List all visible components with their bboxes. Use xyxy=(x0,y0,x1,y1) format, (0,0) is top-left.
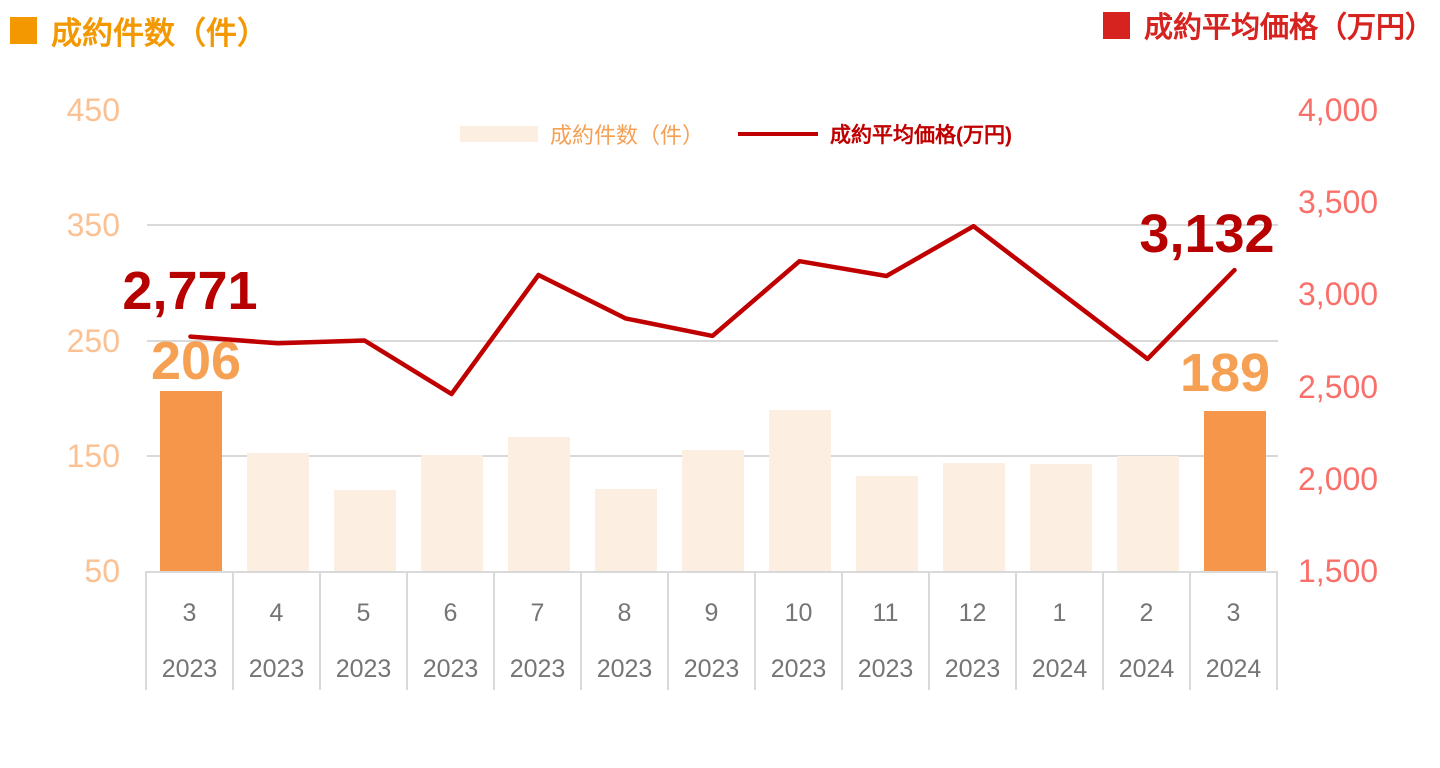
bar-9-2023 xyxy=(681,449,744,571)
right-axis-title: 成約平均価格（万円） xyxy=(1102,4,1434,46)
red-square-icon xyxy=(1102,11,1130,39)
x-axis-month-label: 12 xyxy=(958,599,987,627)
x-axis-cell: 10 2023 xyxy=(754,573,841,690)
x-axis-year-label: 2024 xyxy=(1031,655,1088,683)
data-label-count-last: 189 xyxy=(1179,343,1271,403)
left-axis-title-text: 成約件数（件） xyxy=(51,16,268,51)
bar-2-2024 xyxy=(1116,455,1179,571)
x-axis-month-label: 3 xyxy=(1226,599,1241,627)
x-axis-month-label: 3 xyxy=(182,599,197,627)
bar-5-2023 xyxy=(333,490,396,571)
left-axis-tick: 450 xyxy=(66,92,120,128)
x-axis-month-label: 10 xyxy=(784,599,813,627)
right-axis-tick: 4,000 xyxy=(1298,92,1379,128)
x-axis-year-label: 2023 xyxy=(335,655,392,683)
orange-square-icon xyxy=(10,17,37,44)
left-axis-tick: 150 xyxy=(66,437,120,474)
gridline xyxy=(147,224,1278,227)
data-label-price-first: 2,771 xyxy=(122,261,258,321)
x-axis-cell: 7 2023 xyxy=(493,573,580,690)
bar-10-2023 xyxy=(768,409,831,571)
x-axis-cell: 3 2024 xyxy=(1189,573,1278,690)
right-axis-tick: 3,000 xyxy=(1298,276,1379,313)
bar-11-2023 xyxy=(855,476,918,571)
plot-area xyxy=(147,110,1278,571)
bar-7-2023 xyxy=(507,437,570,571)
bar-4-2023 xyxy=(246,453,309,571)
x-axis-year-label: 2023 xyxy=(770,655,827,683)
bar-1-2024 xyxy=(1029,463,1092,571)
x-axis-cell: 11 2023 xyxy=(841,573,928,690)
bar-8-2023 xyxy=(594,489,657,571)
right-axis-title-text: 成約平均価格（万円） xyxy=(1143,12,1434,44)
x-axis-year-label: 2024 xyxy=(1205,655,1262,683)
x-axis-cell: 6 2023 xyxy=(406,573,493,690)
x-axis-year-label: 2023 xyxy=(857,655,914,683)
x-axis: 3 2023 4 2023 5 2023 6 2023 7 2023 8 2023 9 2023 10 202… xyxy=(145,571,1278,690)
x-axis-cell: 8 2023 xyxy=(580,573,667,690)
bar-3-2023 xyxy=(159,391,222,571)
line-series-legend-label: 成約平均価格(万円) xyxy=(830,124,1013,147)
bar-series-swatch-icon xyxy=(460,126,538,142)
x-axis-month-label: 1 xyxy=(1052,599,1067,627)
data-label-price-last: 3,132 xyxy=(1139,204,1275,264)
legend: 成約件数（件） 成約平均価格(万円) xyxy=(460,118,1012,150)
x-axis-month-label: 8 xyxy=(617,599,632,627)
x-axis-month-label: 4 xyxy=(269,599,284,627)
x-axis-year-label: 2023 xyxy=(596,655,653,683)
x-axis-month-label: 6 xyxy=(443,599,458,627)
x-axis-month-label: 7 xyxy=(530,599,545,627)
x-axis-cell: 2 2024 xyxy=(1102,573,1189,690)
x-axis-year-label: 2023 xyxy=(683,655,740,683)
x-axis-cell: 1 2024 xyxy=(1015,573,1102,690)
left-axis-title: 成約件数（件） xyxy=(10,8,268,53)
x-axis-year-label: 2023 xyxy=(161,655,218,683)
left-axis-tick: 250 xyxy=(66,322,120,359)
bar-series-legend-label: 成約件数（件） xyxy=(550,123,705,148)
x-axis-year-label: 2023 xyxy=(509,655,566,683)
left-axis-tick: 350 xyxy=(66,207,120,244)
x-axis-month-label: 9 xyxy=(704,599,719,627)
bar-12-2023 xyxy=(942,462,1005,571)
gridline xyxy=(147,339,1278,342)
bar-6-2023 xyxy=(420,454,483,571)
x-axis-cell: 3 2023 xyxy=(145,573,232,690)
x-axis-year-label: 2024 xyxy=(1118,655,1175,683)
x-axis-year-label: 2023 xyxy=(422,655,479,683)
x-axis-year-label: 2023 xyxy=(248,655,305,683)
x-axis-cell: 12 2023 xyxy=(928,573,1015,690)
right-axis-tick: 2,500 xyxy=(1298,368,1379,405)
left-axis-tick: 50 xyxy=(84,553,120,589)
x-axis-year-label: 2023 xyxy=(944,655,1001,683)
x-axis-cell: 9 2023 xyxy=(667,573,754,690)
right-axis-tick: 3,500 xyxy=(1298,184,1379,221)
right-axis-tick: 2,000 xyxy=(1298,460,1379,497)
x-axis-month-label: 11 xyxy=(872,599,899,627)
price-line xyxy=(188,223,1237,397)
line-series-swatch-icon xyxy=(738,132,819,136)
right-axis-tick: 1,500 xyxy=(1298,553,1379,589)
x-axis-cell: 5 2023 xyxy=(319,573,406,690)
x-axis-month-label: 5 xyxy=(356,599,371,627)
data-label-count-first: 206 xyxy=(150,331,242,391)
x-axis-month-label: 2 xyxy=(1139,599,1154,627)
price-line-chart xyxy=(188,223,1237,397)
x-axis-cell: 4 2023 xyxy=(232,573,319,690)
bar-3-2024 xyxy=(1203,410,1266,571)
